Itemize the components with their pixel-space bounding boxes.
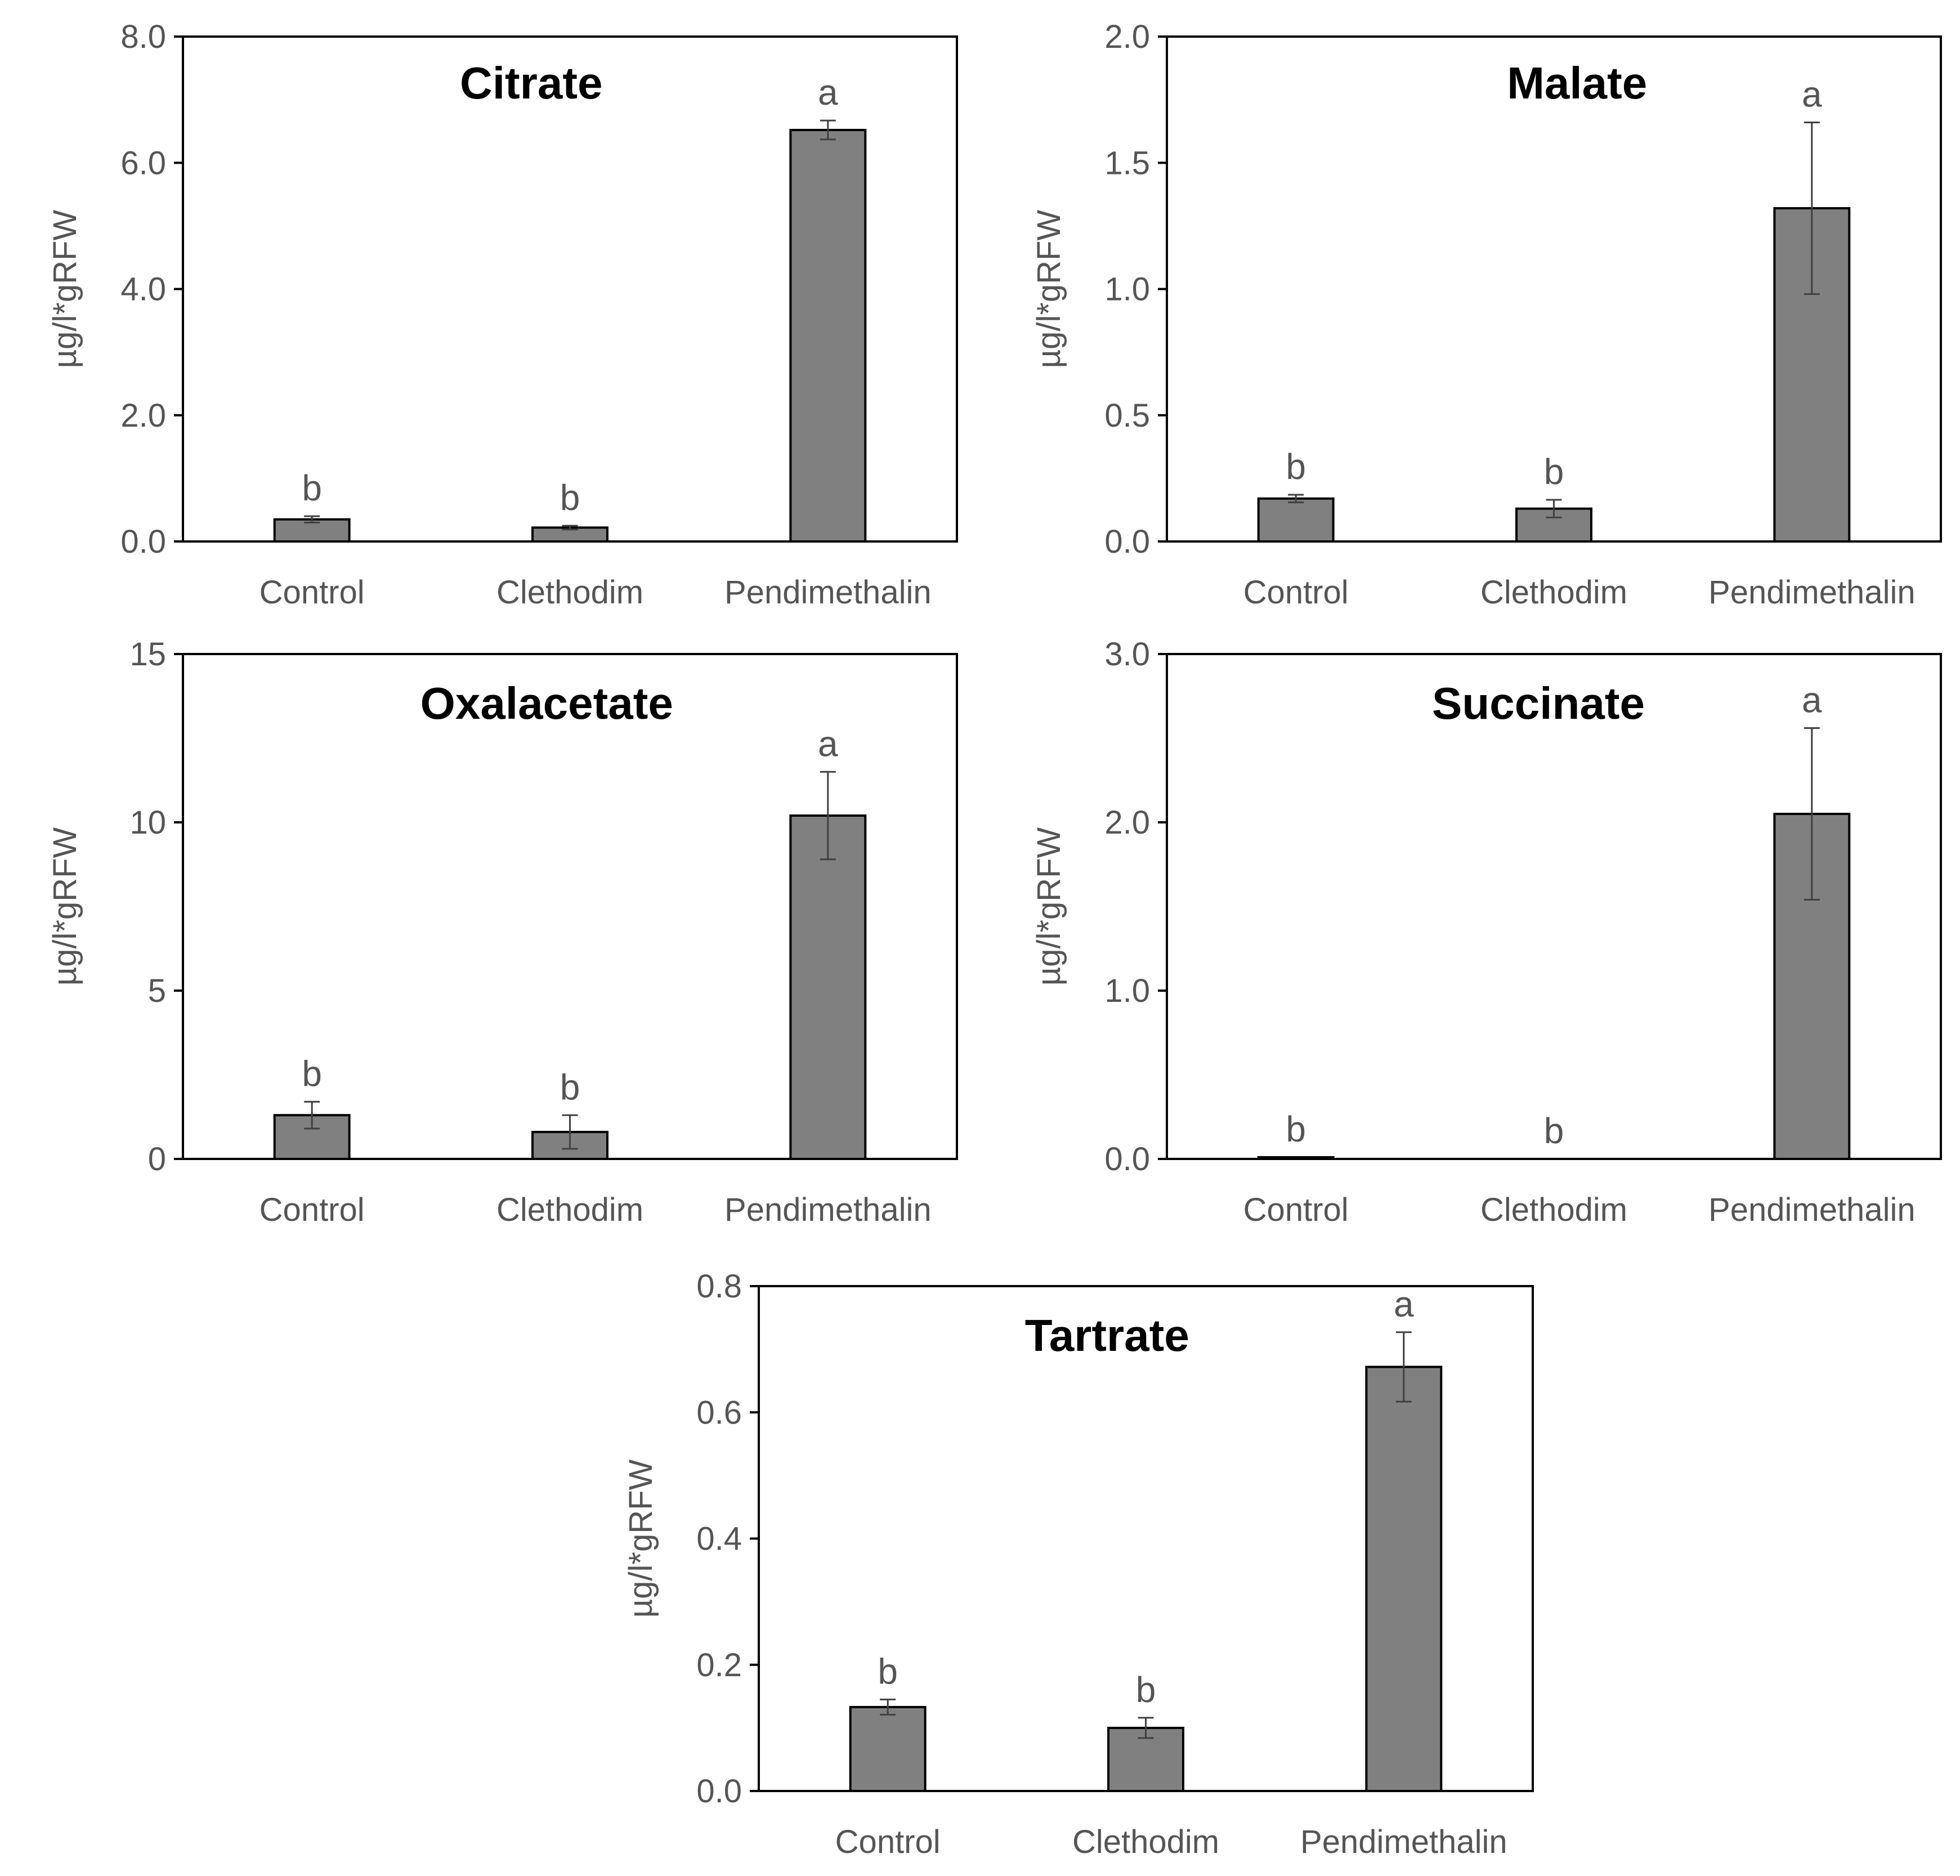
chart-panel-tartrate: 0.0 0.2 0.4 0.6 0.8 µg/l*gRFW Tartrate b Control… xyxy=(623,1268,1534,1860)
bar-pendimethalin xyxy=(789,814,867,1161)
y-tick-label: 3.0 xyxy=(1104,636,1150,673)
x-category-label: Clethodim xyxy=(496,574,643,611)
x-category-label: Control xyxy=(1243,574,1349,611)
y-tick-label: 0.0 xyxy=(120,523,166,560)
x-category-label: Control xyxy=(259,574,365,611)
y-tick-label: 0.8 xyxy=(696,1268,742,1305)
y-axis-title: µg/l*gRFW xyxy=(1031,209,1067,368)
x-category-label: Pendimethalin xyxy=(1708,1192,1916,1228)
significance-letter: b xyxy=(1544,451,1564,492)
x-category-label: Pendimethalin xyxy=(724,574,932,611)
y-tick-label: 8.0 xyxy=(120,19,166,55)
y-tick-label: 0.0 xyxy=(696,1773,742,1810)
y-tick-label: 1.0 xyxy=(1104,271,1150,308)
chart-panel-succinate: 0.0 1.0 2.0 3.0 µg/l*gRFW Succinate b Control b C… xyxy=(1031,636,1942,1228)
x-category-label: Clethodim xyxy=(496,1192,643,1228)
y-tick-label: 2.0 xyxy=(1104,804,1150,841)
significance-letter: b xyxy=(878,1651,898,1691)
significance-letter: b xyxy=(302,468,322,508)
significance-letter: a xyxy=(1394,1284,1414,1324)
chart-panel-oxalacetate: 0 5 10 15 µg/l*gRFW Oxalacetate b Control b Cleth… xyxy=(47,636,958,1228)
y-tick-label: 0.6 xyxy=(696,1394,742,1431)
bar-pendimethalin xyxy=(789,128,867,543)
bar-control xyxy=(1257,497,1335,543)
y-tick-label: 1.5 xyxy=(1104,145,1150,181)
chart-panel-citrate: 0.0 2.0 4.0 6.0 8.0 µg/l*gRFW Citrate b Control b… xyxy=(47,19,958,611)
y-tick-label: 2.0 xyxy=(120,397,166,434)
significance-letter: b xyxy=(1544,1111,1564,1151)
y-tick-label: 0.2 xyxy=(696,1647,742,1684)
x-category-label: Control xyxy=(835,1824,941,1860)
significance-letter: a xyxy=(818,72,838,113)
y-axis-title: µg/l*gRFW xyxy=(47,209,83,368)
panel-title: Tartrate xyxy=(1025,1310,1189,1360)
y-axis-title: µg/l*gRFW xyxy=(1031,827,1067,986)
bar-control xyxy=(1257,1156,1335,1161)
y-tick-label: 0.4 xyxy=(696,1521,742,1557)
y-tick-label: 0.0 xyxy=(1104,1141,1150,1177)
bar-pendimethalin xyxy=(1365,1365,1443,1792)
x-category-label: Clethodim xyxy=(1480,1192,1627,1228)
y-tick-label: 6.0 xyxy=(120,145,166,181)
x-category-label: Pendimethalin xyxy=(1300,1824,1507,1860)
significance-letter: b xyxy=(1286,446,1306,487)
y-tick-label: 15 xyxy=(129,636,166,673)
significance-letter: b xyxy=(1136,1669,1156,1710)
y-tick-label: 4.0 xyxy=(120,271,166,308)
significance-letter: b xyxy=(560,477,580,518)
y-tick-label: 0.5 xyxy=(1104,397,1150,434)
x-category-label: Control xyxy=(1243,1192,1349,1228)
significance-letter: a xyxy=(818,723,838,764)
significance-letter: a xyxy=(1802,74,1822,114)
significance-letter: b xyxy=(560,1067,580,1107)
x-category-label: Clethodim xyxy=(1480,574,1627,611)
panel-title: Succinate xyxy=(1432,678,1645,728)
y-tick-label: 5 xyxy=(148,973,166,1009)
x-category-label: Control xyxy=(259,1192,365,1228)
y-tick-label: 1.0 xyxy=(1104,973,1150,1009)
significance-letter: b xyxy=(302,1053,322,1094)
y-axis-title: µg/l*gRFW xyxy=(47,827,83,986)
significance-letter: b xyxy=(1286,1109,1306,1149)
y-axis-title: µg/l*gRFW xyxy=(623,1459,659,1618)
y-tick-label: 0 xyxy=(148,1141,166,1177)
y-tick-label: 2.0 xyxy=(1104,19,1150,55)
panel-title: Oxalacetate xyxy=(420,678,673,728)
x-category-label: Pendimethalin xyxy=(724,1192,932,1228)
x-category-label: Clethodim xyxy=(1072,1824,1219,1860)
significance-letter: a xyxy=(1802,680,1822,720)
y-tick-label: 10 xyxy=(129,804,166,841)
x-category-label: Pendimethalin xyxy=(1708,574,1916,611)
chart-panel-malate: 0.0 0.5 1.0 1.5 2.0 µg/l*gRFW Malate b Control b C… xyxy=(1031,19,1942,611)
panel-title: Citrate xyxy=(460,58,602,108)
y-tick-label: 0.0 xyxy=(1104,523,1150,560)
panel-title: Malate xyxy=(1507,58,1647,108)
bar-control xyxy=(849,1705,927,1793)
